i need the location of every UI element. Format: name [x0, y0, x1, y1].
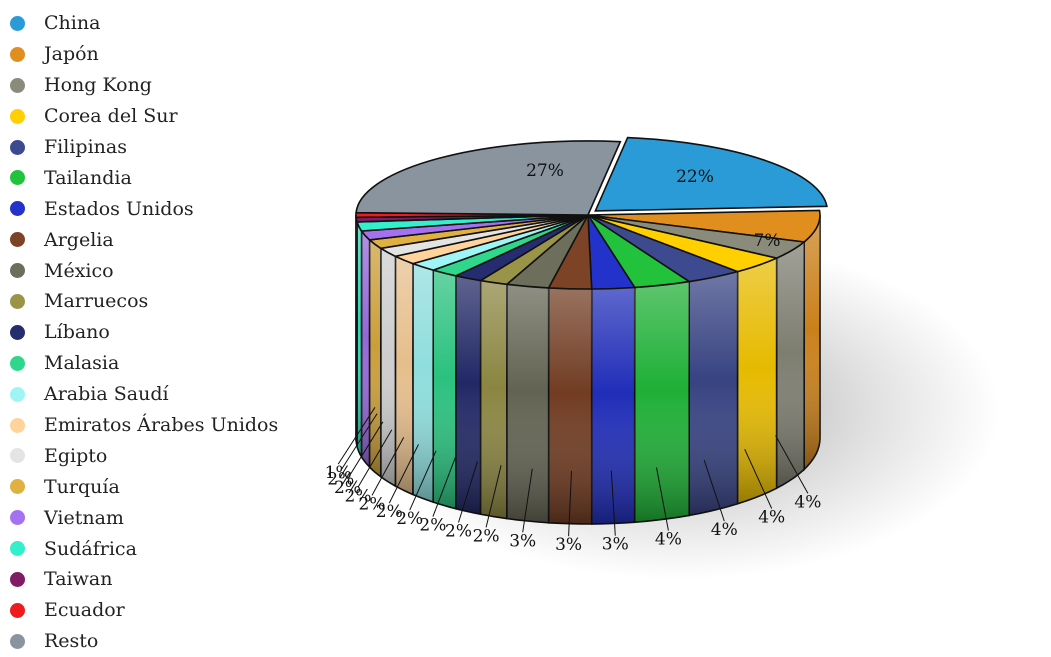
- pie-side-argelia: [549, 288, 592, 524]
- pie-label-estados-unidos: 3%: [602, 535, 629, 555]
- pie-slice-resto: [356, 141, 620, 215]
- pie-label-japon: 7%: [754, 231, 781, 251]
- pie-side-malasia: [433, 270, 456, 509]
- pie-side-marruecos: [481, 281, 507, 519]
- pie-side-japon: [804, 215, 820, 470]
- pie-label-filipinas: 4%: [711, 520, 738, 540]
- pie-side-filipinas: [689, 272, 737, 516]
- pie-side-hong-kong: [777, 242, 805, 488]
- pie-label-taiwan: 1%: [325, 463, 352, 483]
- pie-label-mexico: 3%: [509, 531, 536, 551]
- pie-side-estados-unidos: [592, 288, 635, 525]
- pie-side-arabia-saudi: [413, 264, 433, 503]
- pie-label-tailandia: 4%: [655, 530, 682, 550]
- pie-tops: [356, 138, 827, 289]
- pie-label-argelia: 3%: [555, 535, 582, 555]
- pie-side-corea-del-sur: [738, 258, 777, 504]
- pie-side-emiratos-arabes-unidos: [395, 256, 413, 494]
- pie-label-china: 22%: [676, 167, 714, 187]
- pie-side-mexico: [507, 284, 549, 523]
- pie-label-corea-del-sur: 4%: [758, 508, 785, 528]
- pie-side-tailandia: [635, 282, 690, 523]
- pie-label-hong-kong: 4%: [794, 492, 821, 512]
- pie-label-resto: 27%: [526, 161, 564, 181]
- pie-label-libano: 2%: [445, 522, 472, 542]
- pie-side-libano: [456, 276, 481, 514]
- pie-side-egipto: [381, 248, 396, 486]
- pie-label-marruecos: 2%: [473, 526, 500, 546]
- pie-label-malasia: 2%: [419, 516, 446, 536]
